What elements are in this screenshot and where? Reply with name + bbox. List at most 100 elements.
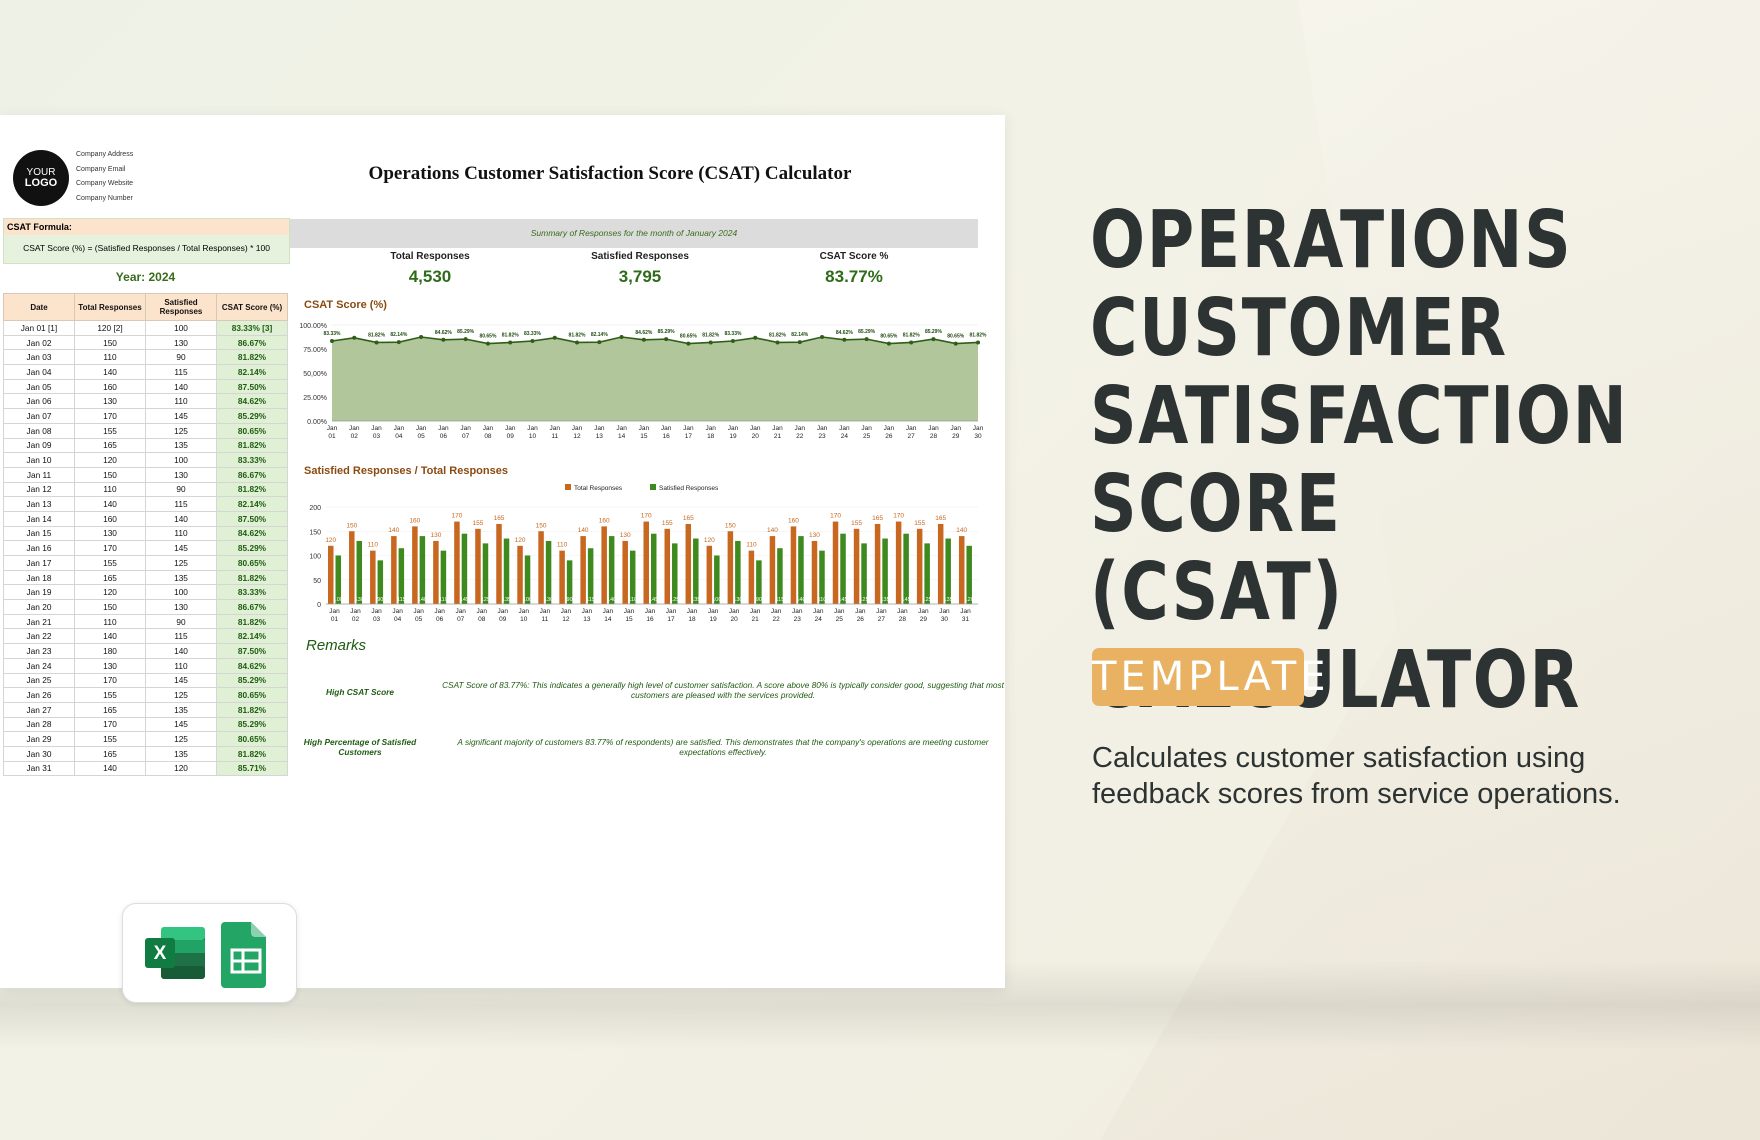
data-point	[909, 340, 914, 345]
x-tick-label: Jan	[795, 425, 806, 432]
satisfied-data-label: 135	[880, 597, 889, 603]
score-cell: 85.29%	[216, 540, 288, 556]
x-tick-label: Jan	[349, 425, 360, 432]
x-tick-label: Jan	[455, 608, 466, 615]
data-label: 85.29%	[658, 329, 676, 335]
total-cell: 140	[74, 760, 146, 777]
total-bar	[748, 550, 755, 604]
x-tick-label: 13	[583, 616, 591, 623]
satisfied-bar	[356, 540, 363, 604]
satisfied-data-label: 120	[965, 597, 974, 603]
satisfied-bar	[882, 538, 888, 604]
total-bar	[559, 550, 565, 604]
google-sheets-icon	[221, 922, 266, 988]
legend-satisfied: Satisfied Responses	[659, 485, 719, 492]
satisfied-bar	[777, 548, 783, 604]
table-row: Jan 22 140 115 82.14%	[3, 628, 288, 645]
score-cell: 85.29%	[216, 408, 288, 424]
table-row: Jan 21 110 90 81.82%	[3, 613, 288, 630]
x-tick-label: 06	[440, 433, 448, 440]
total-data-label: 170	[830, 513, 841, 520]
data-point	[976, 340, 980, 345]
total-cell: 170	[74, 672, 146, 689]
date-cell: Jan 05	[3, 378, 75, 395]
x-tick-label: 20	[730, 616, 738, 623]
total-data-label: 160	[788, 517, 799, 524]
date-cell: Jan 20	[3, 599, 75, 615]
table-row: Jan 04 140 115 82.14%	[3, 364, 288, 380]
x-tick-label: 25	[863, 433, 871, 440]
total-bar	[601, 526, 607, 604]
total-data-label: 110	[557, 542, 568, 549]
x-tick-label: Jan	[460, 425, 471, 432]
total-data-label: 160	[599, 517, 610, 524]
company-info: Company Address Company Email Company We…	[76, 148, 133, 206]
table-row: Jan 12 110 90 81.82%	[3, 481, 288, 498]
total-data-label: 170	[641, 513, 652, 520]
date-cell: Jan 04	[3, 364, 75, 380]
satisfied-data-label: 90	[377, 597, 383, 603]
x-tick-label: Jan	[906, 425, 917, 432]
kpi-total-value: 4,530	[408, 267, 452, 286]
total-data-label: 165	[935, 515, 946, 522]
total-bar	[832, 521, 839, 604]
satisfied-bar	[924, 543, 930, 604]
table-row: Jan 10 120 100 83.33%	[3, 452, 288, 468]
date-cell: Jan 07	[3, 408, 75, 424]
total-cell: 150	[74, 466, 146, 483]
total-bar	[706, 545, 713, 604]
table-row: Jan 07 170 145 85.29%	[3, 408, 288, 424]
satisfied-cell: 140	[145, 510, 217, 527]
total-cell: 140	[74, 628, 146, 645]
data-point	[686, 341, 691, 346]
total-cell: 180	[74, 643, 146, 659]
data-label: 82.14%	[791, 332, 809, 338]
header-date: Date	[3, 293, 75, 321]
satisfied-bar	[524, 555, 531, 604]
x-tick-label: Jan	[661, 425, 672, 432]
satisfied-bar	[840, 533, 846, 604]
data-point	[597, 340, 602, 345]
score-cell: 84.62%	[216, 657, 288, 674]
x-tick-label: 25	[836, 616, 844, 623]
total-data-label: 120	[325, 537, 336, 544]
satisfied-data-label: 140	[796, 597, 805, 603]
data-label: 82.14%	[390, 332, 408, 338]
data-point	[374, 340, 379, 345]
satisfied-cell: 120	[145, 760, 217, 777]
x-tick-label: Jan	[561, 608, 572, 615]
table-row: Jan 02 150 130 86.67%	[3, 334, 288, 351]
total-bar	[538, 531, 544, 604]
x-tick-label: 06	[436, 616, 444, 623]
table-row: Jan 16 170 145 85.29%	[3, 540, 288, 556]
score-cell: 83.33%	[216, 452, 288, 468]
x-tick-label: 01	[328, 433, 336, 440]
kpi-score-value: 83.77%	[825, 267, 883, 286]
satisfied-cell: 125	[145, 422, 217, 439]
date-cell: Jan 01 [1]	[3, 320, 75, 336]
x-tick-label: 02	[351, 433, 359, 440]
x-tick-label: Jan	[603, 608, 614, 615]
data-point	[330, 339, 334, 344]
score-cell: 82.14%	[216, 628, 288, 645]
data-point	[485, 341, 490, 346]
x-tick-label: Jan	[950, 425, 961, 432]
company-address: Company Address	[76, 151, 134, 158]
total-bar	[328, 545, 334, 604]
x-tick-label: Jan	[540, 608, 551, 615]
total-data-label: 140	[956, 527, 967, 534]
total-cell: 130	[74, 393, 146, 410]
satisfied-data-label: 130	[355, 597, 364, 603]
satisfied-cell: 140	[145, 643, 217, 659]
date-cell: Jan 16	[3, 540, 75, 556]
total-bar	[958, 536, 965, 604]
table-row: Jan 30 165 135 81.82%	[3, 745, 288, 762]
satisfied-bar	[398, 548, 405, 604]
header-satisfied: Satisfied Responses	[145, 293, 217, 321]
satisfied-bar	[440, 550, 447, 604]
total-data-label: 140	[767, 527, 778, 534]
total-cell: 130	[74, 525, 146, 542]
total-data-label: 155	[851, 520, 862, 527]
header-total: Total Responses	[74, 293, 146, 321]
data-point	[619, 335, 624, 339]
